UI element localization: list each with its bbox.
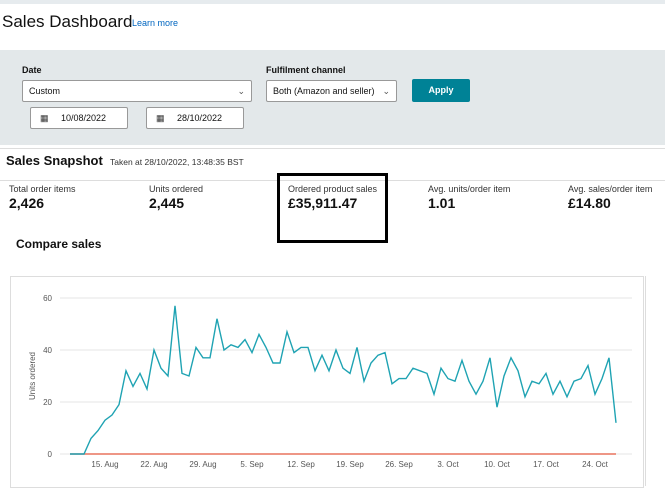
snapshot-title: Sales Snapshot bbox=[6, 153, 103, 168]
y-axis-label: Units ordered bbox=[28, 352, 37, 400]
channel-label: Fulfilment channel bbox=[266, 65, 346, 75]
start-date-input[interactable]: ▦ 10/08/2022 bbox=[30, 107, 128, 129]
chevron: ⌄ bbox=[237, 86, 245, 96]
x-tick-label: 12. Sep bbox=[287, 460, 315, 469]
end-date: 28/10/2022 bbox=[177, 113, 223, 123]
metric-label: Total order items bbox=[9, 184, 76, 194]
series-line bbox=[70, 305, 617, 455]
snapshot-time: Taken at 28/10/2022, 13:48:35 BST bbox=[110, 157, 244, 167]
apply-button[interactable]: Apply bbox=[412, 79, 470, 102]
date-option: Custom bbox=[29, 86, 61, 96]
metric-value: 2,445 bbox=[149, 195, 185, 211]
x-tick-label: 29. Aug bbox=[189, 460, 216, 469]
y-tick-label: 40 bbox=[43, 346, 52, 355]
y-tick-label: 60 bbox=[43, 294, 52, 303]
x-tick-label: 5. Sep bbox=[240, 460, 264, 469]
x-tick-label: 19. Sep bbox=[336, 460, 364, 469]
compare-title: Compare sales bbox=[16, 237, 102, 251]
divider bbox=[0, 180, 665, 181]
metric-label: Avg. sales/order item bbox=[568, 184, 653, 194]
start-date: 10/08/2022 bbox=[61, 113, 107, 123]
divider bbox=[0, 148, 665, 149]
x-tick-label: 17. Oct bbox=[533, 460, 560, 469]
x-tick-label: 3. Oct bbox=[437, 460, 459, 469]
x-tick-label: 24. Oct bbox=[582, 460, 609, 469]
side-panel bbox=[645, 276, 665, 486]
metric-value: £35,911.47 bbox=[288, 195, 358, 211]
calendar-icon: ▦ bbox=[156, 113, 165, 123]
end-date-input[interactable]: ▦ 28/10/2022 bbox=[146, 107, 244, 129]
date-label: Date bbox=[22, 65, 42, 75]
metric-label: Units ordered bbox=[149, 184, 204, 194]
metric-label: Ordered product sales bbox=[288, 184, 378, 194]
x-tick-label: 10. Oct bbox=[484, 460, 511, 469]
calendar-icon: ▦ bbox=[40, 113, 49, 123]
x-tick-label: 22. Aug bbox=[140, 460, 167, 469]
channel-select[interactable]: Both (Amazon and seller) ⌄ bbox=[266, 80, 397, 102]
y-tick-label: 20 bbox=[43, 398, 52, 407]
metric-value: 2,426 bbox=[9, 195, 45, 211]
date-select[interactable]: Custom ⌄ bbox=[22, 80, 252, 102]
x-tick-label: 15. Aug bbox=[91, 460, 118, 469]
metric-value: £14.80 bbox=[568, 195, 611, 211]
chevron: ⌄ bbox=[382, 86, 390, 96]
y-tick-label: 0 bbox=[48, 450, 53, 459]
x-tick-label: 26. Sep bbox=[385, 460, 413, 469]
learn-more-link[interactable]: Learn more bbox=[132, 18, 179, 28]
page-title: Sales Dashboard bbox=[2, 12, 133, 31]
metric-value: 1.01 bbox=[428, 195, 456, 211]
highlight-box bbox=[277, 173, 388, 243]
metric-label: Avg. units/order item bbox=[428, 184, 511, 194]
channel-option: Both (Amazon and seller) bbox=[273, 86, 375, 96]
chart: Units ordered 0 20 40 60 15. Aug 22. Aug 29. A… bbox=[28, 294, 632, 469]
top-bar bbox=[0, 0, 665, 4]
